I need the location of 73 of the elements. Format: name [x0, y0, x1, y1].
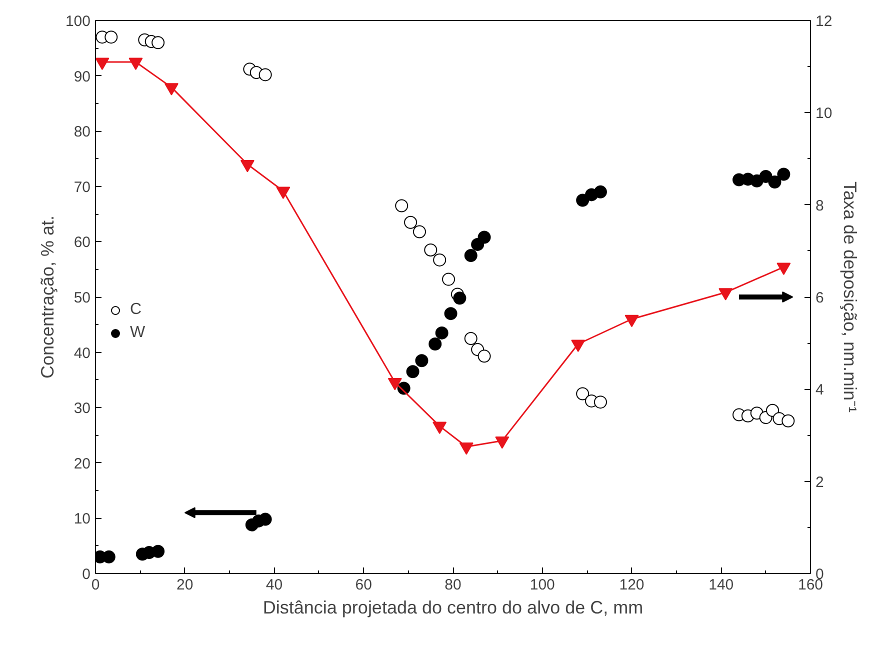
y-tick-label: 100: [65, 13, 91, 30]
point: [576, 387, 590, 400]
point: [152, 544, 165, 558]
x-tick-label: 100: [530, 576, 555, 594]
point: [276, 186, 290, 200]
y-tick-label: 20: [74, 455, 91, 472]
point: [444, 307, 458, 320]
point: [759, 170, 772, 183]
point: [428, 338, 442, 350]
y-tick-label: 90: [74, 68, 91, 86]
y-axis-title: Concentração, % at.: [37, 215, 58, 379]
point: [464, 249, 478, 262]
point: [576, 194, 590, 207]
x-tick-label: 80: [444, 576, 462, 594]
point: [776, 262, 791, 276]
y2-tick-label: 10: [816, 105, 832, 122]
point: [395, 199, 408, 212]
point: [718, 288, 733, 300]
point: [453, 292, 466, 305]
x-axis-title: Distância projetada do centro do alvo de C, mm: [262, 598, 644, 618]
point: [258, 68, 272, 82]
point: [415, 354, 428, 368]
point: [777, 168, 790, 181]
x-tick-label: 60: [355, 576, 372, 594]
point: [164, 83, 178, 96]
y-tick-label: 10: [74, 510, 91, 528]
point: [433, 253, 446, 266]
point: [766, 404, 780, 417]
y-tick-label: 30: [74, 400, 91, 418]
point: [435, 326, 448, 340]
y-tick-label: 50: [74, 290, 91, 306]
point: [432, 422, 447, 434]
y-tick-label: 0: [82, 566, 90, 583]
point: [104, 30, 118, 44]
point: [459, 442, 474, 455]
point: [152, 36, 165, 50]
point: [258, 512, 272, 526]
legend-label: C: [130, 301, 143, 319]
point: [240, 160, 254, 172]
point: [782, 414, 795, 428]
point: [464, 332, 478, 345]
point: [478, 230, 491, 244]
x-tick-label: 140: [708, 576, 734, 594]
y2-axis-title: Taxa de deposição, nm.min⁻¹: [840, 181, 860, 413]
point: [768, 175, 782, 188]
point: [442, 272, 456, 286]
y-tick-label: 70: [74, 178, 91, 196]
legend-label: W: [130, 324, 146, 342]
point: [388, 378, 402, 390]
point: [102, 550, 116, 564]
point: [404, 216, 418, 229]
y2-tick-label: 2: [816, 474, 824, 491]
point: [128, 58, 143, 70]
y-tick-label: 60: [74, 234, 91, 252]
point: [495, 436, 510, 449]
point: [412, 225, 426, 238]
point: [406, 365, 420, 378]
x-tick-label: 40: [266, 576, 283, 594]
y-tick-label: 40: [74, 344, 91, 362]
point: [594, 396, 607, 409]
x-tick-label: 20: [176, 576, 194, 594]
point: [624, 314, 639, 328]
point: [478, 350, 491, 363]
y2-tick-label: 8: [816, 197, 824, 214]
point: [424, 244, 438, 256]
x-tick-label: 120: [619, 576, 644, 594]
y2-tick-label: 4: [816, 382, 824, 399]
point: [594, 185, 607, 198]
y-tick-label: 80: [74, 124, 91, 141]
point: [96, 58, 110, 70]
y2-tick-label: 12: [816, 13, 832, 30]
point: [571, 340, 586, 352]
y2-tick-label: 6: [816, 290, 824, 306]
